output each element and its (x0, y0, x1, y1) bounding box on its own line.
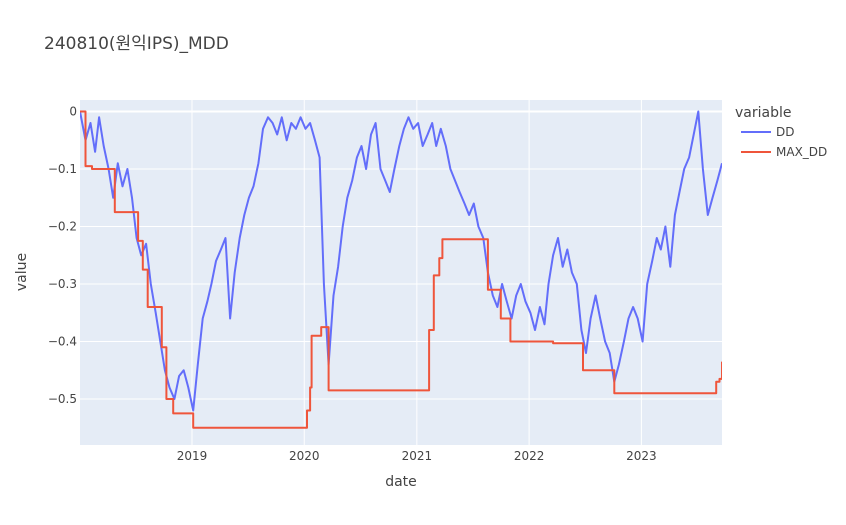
y-tick-label: 0 (69, 105, 77, 119)
series-line-max-dd (80, 110, 722, 429)
legend-title: variable (735, 105, 791, 121)
legend-item-max-dd[interactable]: MAX_DD (741, 145, 827, 159)
axis-ticks: 0 −0.1 −0.2 −0.3 −0.4 −0.5 2019 2020 2021 2022 202… (48, 105, 657, 464)
x-tick-label: 2021 (402, 449, 433, 463)
y-tick-label: −0.5 (48, 392, 77, 406)
legend-item-dd[interactable]: DD (741, 125, 794, 139)
y-tick-label: −0.3 (48, 277, 77, 291)
legend: variable DD MAX_DD (735, 105, 827, 159)
y-tick-label: −0.1 (48, 162, 77, 176)
chart-title: 240810(원익IPS)_MDD (44, 34, 229, 54)
x-tick-label: 2022 (514, 449, 545, 463)
legend-label-dd: DD (776, 125, 794, 139)
grid-lines (80, 100, 722, 445)
x-tick-label: 2019 (177, 449, 208, 463)
x-tick-label: 2023 (626, 449, 657, 463)
y-tick-label: −0.4 (48, 335, 77, 349)
series-lines (80, 110, 722, 429)
x-axis-title: date (385, 474, 417, 490)
plot-clip (80, 110, 722, 429)
y-tick-label: −0.2 (48, 220, 77, 234)
legend-label-max-dd: MAX_DD (776, 145, 827, 159)
y-axis-title: value (14, 253, 30, 291)
x-tick-label: 2020 (289, 449, 320, 463)
